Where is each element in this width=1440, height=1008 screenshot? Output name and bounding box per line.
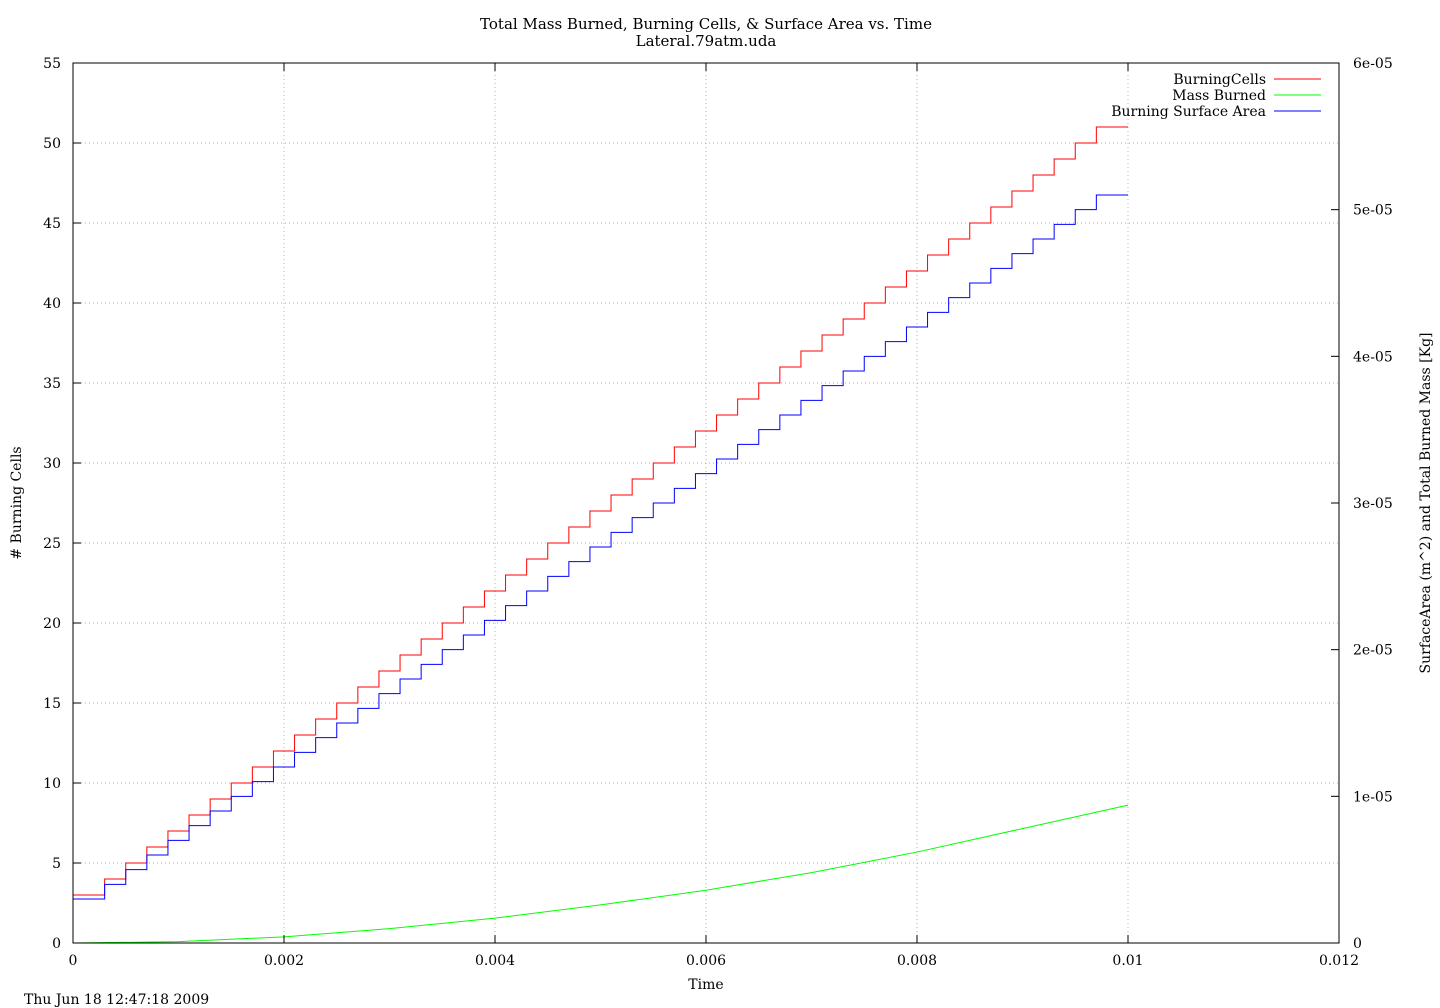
y-left-tick-label: 20 [43,616,61,632]
legend-label-mass-burned: Mass Burned [1172,88,1266,104]
y-left-tick-label: 40 [43,296,61,312]
y-left-tick-label: 55 [43,56,61,72]
y-left-tick-label: 0 [52,936,61,952]
timestamp: Thu Jun 18 12:47:18 2009 [24,992,209,1008]
x-tick-label: 0.004 [475,953,515,969]
y-left-tick-label: 35 [43,376,61,392]
y-right-tick-label: 6e-05 [1353,56,1393,72]
x-axis-label: Time [688,977,723,993]
y-left-tick-label: 15 [43,696,61,712]
legend-label-burning-surface-area: Burning Surface Area [1111,104,1266,120]
series-line-burningcells [73,126,1128,896]
y-axis-label-left: # Burning Cells [9,446,25,559]
y-left-tick-label: 10 [43,776,61,792]
x-tick-label: 0.012 [1319,953,1359,969]
x-tick-label: 0.01 [1112,953,1143,969]
y-left-tick-label: 5 [52,856,61,872]
series-line-burning-surface-area [73,194,1128,900]
y-right-tick-label: 5e-05 [1353,203,1393,219]
y-axis-label-right: SurfaceArea (m^2) and Total Burned Mass … [1418,332,1434,673]
y-left-tick-label: 45 [43,216,61,232]
x-tick-label: 0.002 [264,953,304,969]
x-tick-label: 0.008 [897,953,937,969]
y-right-tick-label: 0 [1353,936,1362,952]
x-tick-label: 0.006 [686,953,726,969]
y-left-tick-label: 25 [43,536,61,552]
series-line-mass-burned [72,804,1129,944]
tick-layer [72,62,1340,944]
chart-subtitle: Lateral.79atm.uda [636,32,777,50]
label-layer: 0 0.002 0.004 0.006 0.008 0.01 0.0120510152025… [43,56,1393,969]
y-left-tick-label: 50 [43,136,61,152]
y-right-tick-label: 3e-05 [1353,496,1393,512]
legend-label-burningcells: BurningCells [1173,72,1266,88]
chart-title: Total Mass Burned, Burning Cells, & Surf… [480,15,932,33]
y-left-tick-label: 30 [43,456,61,472]
series-layer [72,126,1129,944]
y-right-tick-label: 1e-05 [1353,789,1393,805]
y-right-tick-label: 2e-05 [1353,643,1393,659]
y-right-tick-label: 4e-05 [1353,349,1393,365]
x-tick-label: 0 [69,953,78,969]
grid-layer [73,63,1339,943]
